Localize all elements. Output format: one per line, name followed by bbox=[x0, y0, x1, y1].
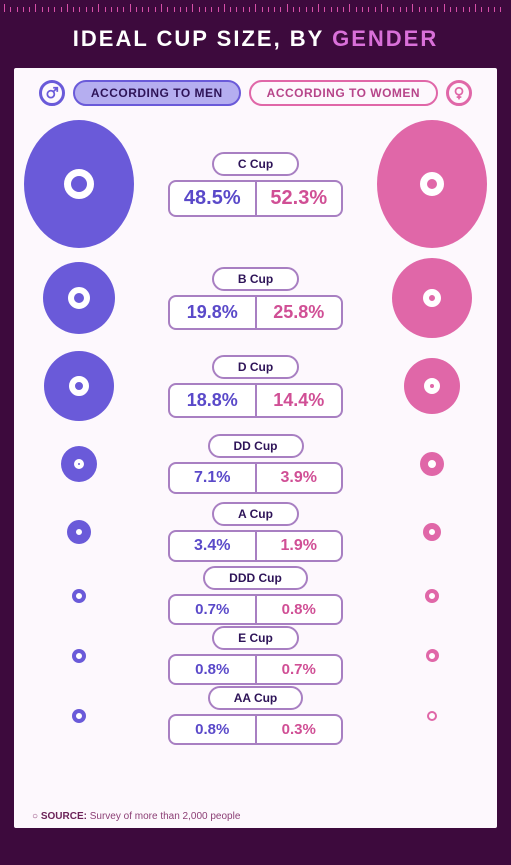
men-pct: 19.8% bbox=[170, 297, 257, 328]
data-row: AA Cup 0.8%0.3% bbox=[24, 680, 487, 740]
cup-label: D Cup bbox=[212, 355, 299, 379]
men-bubble-cell bbox=[24, 120, 134, 248]
men-bubble bbox=[24, 120, 134, 248]
women-pct: 0.3% bbox=[257, 716, 342, 743]
women-bubble bbox=[404, 358, 460, 414]
data-row: E Cup 0.8%0.7% bbox=[24, 620, 487, 680]
men-bubble-cell bbox=[24, 520, 134, 544]
male-icon bbox=[39, 80, 65, 106]
men-bubble bbox=[61, 446, 97, 482]
title-accent: GENDER bbox=[332, 26, 438, 51]
source-text: Survey of more than 2,000 people bbox=[90, 811, 241, 822]
row-mid: B Cup 19.8%25.8% bbox=[140, 261, 371, 336]
data-row: A Cup 3.4%1.9% bbox=[24, 496, 487, 560]
data-row: C Cup 48.5%52.3% bbox=[24, 116, 487, 252]
men-bubble-cell bbox=[24, 351, 134, 421]
women-bubble-cell bbox=[377, 452, 487, 476]
women-bubble-cell bbox=[377, 649, 487, 662]
legend: ACCORDING TO MEN ACCORDING TO WOMEN bbox=[24, 80, 487, 106]
men-bubble bbox=[67, 520, 91, 544]
page-title: IDEAL CUP SIZE, BY GENDER bbox=[0, 12, 511, 68]
legend-women: ACCORDING TO WOMEN bbox=[249, 80, 438, 106]
pct-box: 3.4%1.9% bbox=[168, 530, 343, 562]
women-pct: 52.3% bbox=[257, 182, 342, 215]
cup-label: B Cup bbox=[212, 267, 299, 291]
men-bubble bbox=[44, 351, 114, 421]
data-row: DDD Cup 0.7%0.8% bbox=[24, 560, 487, 620]
women-bubble bbox=[425, 589, 439, 603]
men-pct: 0.8% bbox=[170, 656, 257, 683]
women-bubble bbox=[427, 711, 437, 721]
source-label: SOURCE: bbox=[41, 811, 87, 822]
data-row: D Cup 18.8%14.4% bbox=[24, 344, 487, 428]
cup-label: E Cup bbox=[212, 626, 299, 650]
men-bubble bbox=[72, 649, 86, 663]
men-pct: 0.7% bbox=[170, 596, 257, 623]
cup-label: C Cup bbox=[212, 152, 299, 176]
women-bubble bbox=[426, 649, 439, 662]
women-bubble bbox=[392, 258, 472, 338]
men-pct: 3.4% bbox=[170, 532, 257, 560]
men-pct: 48.5% bbox=[170, 182, 257, 215]
pct-box: 19.8%25.8% bbox=[168, 295, 343, 330]
source-note: ○ SOURCE: Survey of more than 2,000 peop… bbox=[14, 805, 258, 828]
pct-box: 18.8%14.4% bbox=[168, 383, 343, 418]
ruler-decoration bbox=[0, 0, 511, 12]
women-pct: 14.4% bbox=[257, 385, 342, 416]
cup-label: DD Cup bbox=[208, 434, 304, 458]
women-bubble-cell bbox=[377, 589, 487, 603]
title-prefix: IDEAL CUP SIZE, BY bbox=[73, 26, 332, 51]
men-bubble-cell bbox=[24, 649, 134, 663]
men-bubble bbox=[72, 709, 86, 723]
cup-label: AA Cup bbox=[208, 686, 304, 710]
men-bubble-cell bbox=[24, 262, 134, 334]
pct-box: 48.5%52.3% bbox=[168, 180, 343, 217]
women-bubble bbox=[377, 120, 487, 248]
men-bubble-cell bbox=[24, 446, 134, 482]
row-mid: DD Cup 7.1%3.9% bbox=[140, 428, 371, 500]
female-icon bbox=[446, 80, 472, 106]
main-panel: ACCORDING TO MEN ACCORDING TO WOMEN C Cu… bbox=[14, 68, 497, 828]
men-bubble bbox=[43, 262, 115, 334]
row-mid: C Cup 48.5%52.3% bbox=[140, 146, 371, 223]
legend-men: ACCORDING TO MEN bbox=[73, 80, 241, 106]
women-bubble-cell bbox=[377, 358, 487, 414]
women-pct: 3.9% bbox=[257, 464, 342, 492]
row-mid: AA Cup 0.8%0.3% bbox=[140, 680, 371, 751]
women-bubble bbox=[420, 452, 444, 476]
men-bubble-cell bbox=[24, 709, 134, 723]
men-bubble-cell bbox=[24, 589, 134, 603]
men-pct: 18.8% bbox=[170, 385, 257, 416]
women-bubble-cell bbox=[377, 120, 487, 248]
men-pct: 7.1% bbox=[170, 464, 257, 492]
men-bubble bbox=[72, 589, 86, 603]
pct-box: 0.8%0.3% bbox=[168, 714, 343, 745]
cup-label: DDD Cup bbox=[203, 566, 308, 590]
data-rows: C Cup 48.5%52.3% B Cup 19.8%25.8% D Cup 18.8%… bbox=[24, 116, 487, 740]
women-pct: 1.9% bbox=[257, 532, 342, 560]
women-pct: 0.8% bbox=[257, 596, 342, 623]
men-pct: 0.8% bbox=[170, 716, 257, 743]
cup-label: A Cup bbox=[212, 502, 299, 526]
data-row: B Cup 19.8%25.8% bbox=[24, 252, 487, 344]
women-bubble bbox=[423, 523, 441, 541]
women-pct: 25.8% bbox=[257, 297, 342, 328]
row-mid: D Cup 18.8%14.4% bbox=[140, 349, 371, 424]
data-row: DD Cup 7.1%3.9% bbox=[24, 428, 487, 496]
women-bubble-cell bbox=[377, 258, 487, 338]
women-bubble-cell bbox=[377, 711, 487, 721]
women-pct: 0.7% bbox=[257, 656, 342, 683]
pct-box: 7.1%3.9% bbox=[168, 462, 343, 494]
row-mid: A Cup 3.4%1.9% bbox=[140, 496, 371, 568]
women-bubble-cell bbox=[377, 523, 487, 541]
